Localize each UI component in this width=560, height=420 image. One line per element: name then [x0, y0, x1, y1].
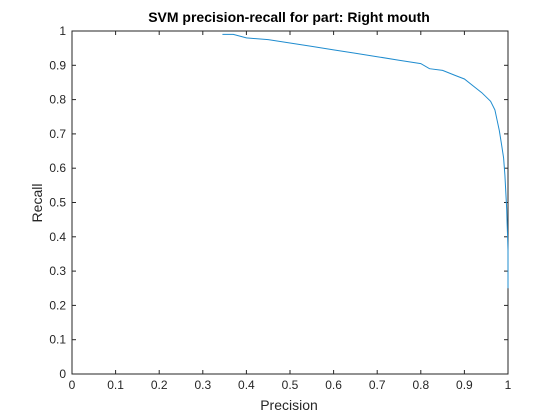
x-tick-label: 0.7: [369, 378, 386, 392]
y-tick-label: 0.5: [49, 196, 66, 210]
y-tick-label: 0.9: [49, 58, 66, 72]
y-axis: 0 0.1 0.2 0.3 0.4 0.5 0.6 0.7 0.8 0.9 1: [49, 24, 508, 381]
y-tick-label: 0.2: [49, 298, 66, 312]
x-tick-label: 0.1: [107, 378, 124, 392]
x-axis-title: Precision: [260, 397, 318, 413]
x-tick-label: 1: [505, 378, 512, 392]
plot-area: [71, 30, 509, 375]
pr-curve-line: [222, 33, 509, 289]
y-tick-label: 0.3: [49, 264, 66, 278]
y-tick-label: 0.4: [49, 230, 66, 244]
chart-title: SVM precision-recall for part: Right mou…: [148, 9, 430, 25]
x-tick-label: 0: [69, 378, 76, 392]
x-tick-label: 0.6: [325, 378, 342, 392]
y-tick-label: 0.7: [49, 127, 66, 141]
x-tick-label: 0.9: [456, 378, 473, 392]
x-tick-label: 0.5: [282, 378, 299, 392]
y-tick-label: 0.6: [49, 161, 66, 175]
y-axis-title: Recall: [29, 184, 45, 223]
x-tick-label: 0.3: [194, 378, 211, 392]
y-tick-label: 1: [59, 24, 66, 38]
y-tick-label: 0: [59, 367, 66, 381]
y-tick-label: 0.8: [49, 93, 66, 107]
x-tick-label: 0.4: [238, 378, 255, 392]
series-layer: [222, 33, 509, 289]
x-tick-label: 0.8: [412, 378, 429, 392]
x-axis: 0 0.1 0.2 0.3 0.4 0.5 0.6 0.7 0.8 0.9 1: [69, 31, 512, 392]
y-tick-label: 0.1: [49, 333, 66, 347]
x-tick-label: 0.2: [151, 378, 168, 392]
